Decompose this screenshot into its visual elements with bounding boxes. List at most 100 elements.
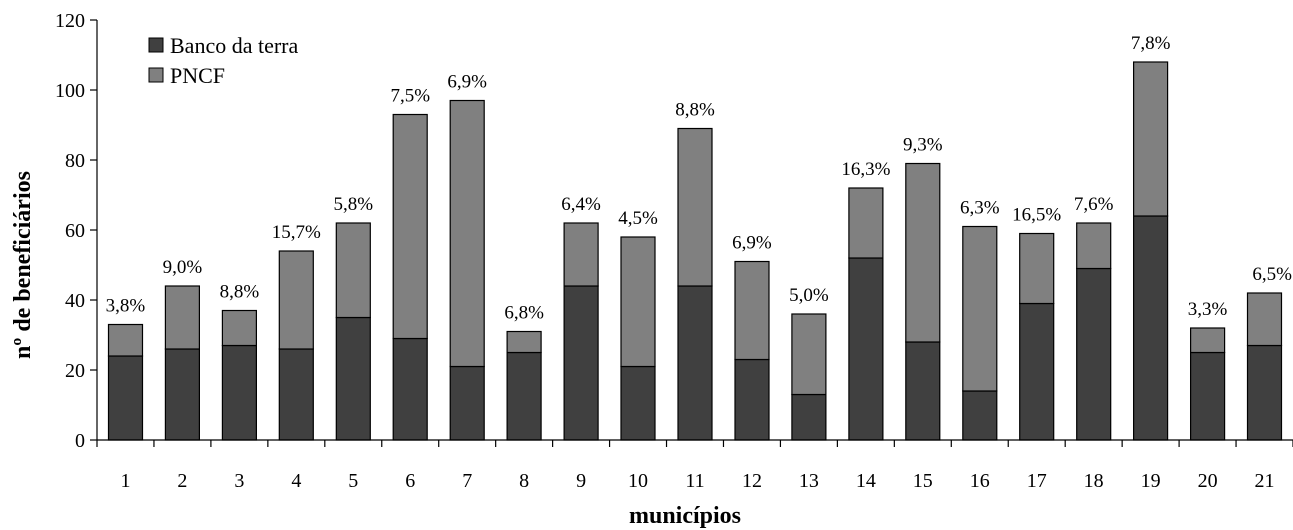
y-tick-label: 100 [55,80,85,102]
bar-banco-da-terra-9 [563,285,599,441]
bar-banco-da-terra-20 [1189,351,1226,441]
y-axis-title: nº de beneficiários [10,171,36,359]
bar-pncf-14 [848,187,884,259]
x-tick-label: 5 [348,470,358,492]
legend: Banco da terra PNCF [148,33,298,88]
bar-pncf-12 [734,260,770,361]
bar-banco-da-terra-3 [221,344,257,441]
data-label-13: 5,0% [789,285,829,306]
data-labels: 3,8% 9,0% 8,8% 15,7% 5,8% 7,5% 6,9% 6,8% 6,4% 4,5… [106,33,1292,324]
data-label-14: 16,3% [841,159,890,180]
x-tick-label: 2 [177,470,187,492]
bar-banco-da-terra-19 [1132,215,1169,441]
x-tick-label: 13 [799,470,819,492]
bar-banco-da-terra-5 [335,316,371,441]
bar-banco-da-terra-6 [392,337,428,441]
legend-label: Banco da terra [170,33,298,58]
legend-swatch [148,67,164,83]
y-tick-label: 40 [65,290,85,312]
data-label-9: 6,4% [561,194,601,215]
bar-pncf-10 [620,236,656,368]
bar-pncf-6 [392,113,428,340]
x-tick-label: 1 [120,470,130,492]
x-tick-label: 10 [628,470,648,492]
bar-pncf-11 [677,127,713,287]
x-tick-label: 20 [1198,470,1218,492]
bar-pncf-13 [791,313,827,396]
bar-banco-da-terra-1 [107,355,144,441]
bar-banco-da-terra-14 [848,257,884,441]
x-tick-label: 12 [742,470,762,492]
x-tick-label: 3 [234,470,244,492]
x-tick-label: 6 [405,470,415,492]
bar-banco-da-terra-13 [791,393,827,441]
bar-pncf-18 [1076,222,1112,270]
data-label-17: 16,5% [1012,205,1061,226]
bar-pncf-7 [449,99,485,368]
bar-pncf-1 [107,323,144,357]
bar-banco-da-terra-8 [506,351,542,441]
y-tick-label: 60 [65,220,85,242]
bar-banco-da-terra-21 [1246,344,1283,441]
bar-pncf-8 [506,330,542,354]
bar-banco-da-terra-12 [734,358,770,441]
bar-pncf-9 [563,222,599,287]
y-tick-label: 20 [65,360,85,382]
data-label-8: 6,8% [504,303,544,324]
legend-swatch [148,37,164,53]
legend-label: PNCF [170,63,225,88]
bar-banco-da-terra-17 [1019,302,1055,441]
bar-pncf-4 [278,250,314,350]
x-tick-label: 7 [462,470,472,492]
data-label-19: 7,8% [1131,33,1171,54]
data-label-18: 7,6% [1074,194,1114,215]
bar-banco-da-terra-7 [449,365,485,441]
bar-pncf-15 [905,162,941,343]
bar-banco-da-terra-11 [677,285,713,441]
bar-pncf-5 [335,222,371,319]
x-tick-label: 8 [519,470,529,492]
bar-banco-da-terra-4 [278,348,314,441]
x-tick-label: 21 [1255,470,1275,492]
bar-banco-da-terra-15 [905,341,941,441]
data-label-12: 6,9% [732,233,772,254]
data-label-11: 8,8% [675,100,715,121]
x-tick-label: 11 [685,470,704,492]
x-tick-label: 14 [856,470,876,492]
data-label-7: 6,9% [447,72,487,93]
y-tick-label: 120 [55,10,85,32]
bar-banco-da-terra-2 [164,348,200,441]
bar-pncf-3 [221,309,257,347]
bar-pncf-16 [962,225,998,392]
data-label-20: 3,3% [1188,299,1228,320]
data-label-5: 5,8% [333,194,373,215]
bar-banco-da-terra-10 [620,365,656,441]
x-tick-label: 18 [1084,470,1104,492]
data-label-10: 4,5% [618,208,658,229]
bar-banco-da-terra-18 [1076,267,1112,441]
bar-pncf-17 [1019,232,1055,305]
bar-banco-da-terra-16 [962,390,998,441]
bar-pncf-20 [1189,327,1226,354]
data-label-21: 6,5% [1252,264,1292,285]
bar-pncf-2 [164,285,200,350]
x-tick-label: 19 [1141,470,1161,492]
x-tick-label: 16 [970,470,990,492]
data-label-2: 9,0% [163,257,203,278]
x-tick-label: 17 [1027,470,1047,492]
data-label-16: 6,3% [960,198,1000,219]
data-label-4: 15,7% [272,222,321,243]
data-label-15: 9,3% [903,135,943,156]
data-label-1: 3,8% [106,296,146,317]
y-tick-label: 0 [75,430,85,452]
y-tick-label: 80 [65,150,85,172]
x-axis-title: municípios [629,503,741,529]
plot-area [107,61,1283,441]
x-tick-label: 15 [913,470,933,492]
x-tick-label: 9 [576,470,586,492]
data-label-6: 7,5% [390,86,430,107]
x-tick-label: 4 [291,470,301,492]
data-label-3: 8,8% [220,282,260,303]
